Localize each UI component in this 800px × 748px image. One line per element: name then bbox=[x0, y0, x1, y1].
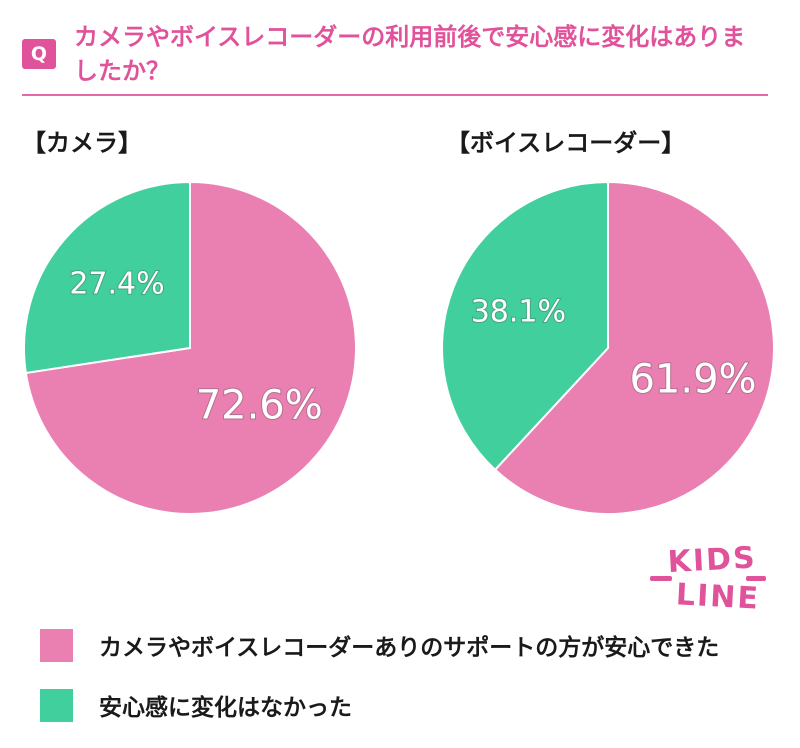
pie-chart-camera: 72.6% 27.4% bbox=[23, 180, 357, 515]
pie-label-no-change: 38.1% bbox=[471, 294, 566, 329]
pie-slice-no-change bbox=[23, 180, 191, 375]
pie-label-safer: 61.9% bbox=[629, 356, 756, 402]
svg-text:LINE: LINE bbox=[675, 577, 761, 616]
legend: カメラやボイスレコーダーありのサポートの方が安心できた 安心感に変化はなかった bbox=[40, 628, 719, 748]
legend-item-safer: カメラやボイスレコーダーありのサポートの方が安心できた bbox=[40, 628, 719, 662]
legend-item-no-change: 安心感に変化はなかった bbox=[40, 688, 719, 722]
pie-slice-no-change bbox=[441, 180, 609, 472]
kidsline-logo: KIDS LINE bbox=[650, 540, 766, 616]
legend-label: 安心感に変化はなかった bbox=[99, 695, 352, 721]
question-header: Q カメラやボイスレコーダーの利用前後で安心感に変化はありましたか？ bbox=[22, 14, 768, 96]
q-badge: Q bbox=[22, 39, 56, 69]
pie-label-no-change: 27.4% bbox=[69, 267, 164, 302]
legend-label: カメラやボイスレコーダーありのサポートの方が安心できた bbox=[99, 635, 720, 661]
legend-swatch-pink bbox=[40, 628, 73, 662]
chart-title-voice-recorder: 【ボイスレコーダー】 bbox=[446, 129, 686, 157]
chart-title-camera: 【カメラ】 bbox=[22, 129, 142, 157]
pie-label-safer: 72.6% bbox=[196, 383, 323, 429]
question-text: カメラやボイスレコーダーの利用前後で安心感に変化はありましたか？ bbox=[74, 23, 746, 85]
legend-swatch-green bbox=[40, 688, 73, 722]
pie-slice-safer bbox=[493, 180, 775, 515]
svg-text:KIDS: KIDS bbox=[667, 540, 758, 580]
pie-chart-voice-recorder: 61.9% 38.1% bbox=[441, 180, 775, 515]
